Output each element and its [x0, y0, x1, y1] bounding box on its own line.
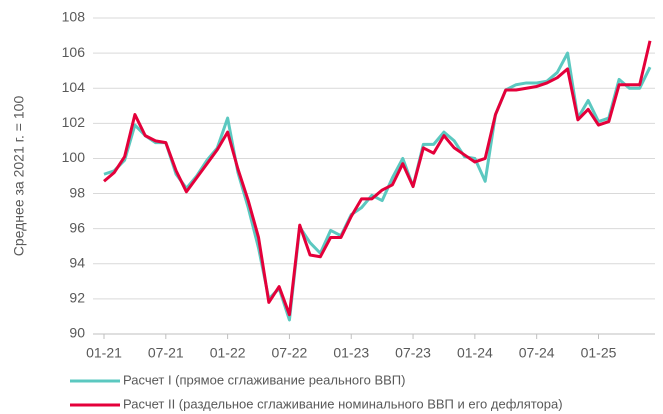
series-line	[103, 40, 652, 317]
x-tick-label: 01-24	[457, 345, 493, 361]
x-tick-label: 07-24	[519, 345, 555, 361]
x-tick-label: 01-22	[210, 345, 246, 361]
legend-label: Расчет II (раздельное сглаживание номина…	[123, 396, 563, 411]
x-tick-label: 07-22	[272, 345, 308, 361]
x-tick-label: 07-21	[148, 345, 184, 361]
y-tick-label: 100	[62, 149, 86, 165]
x-tick-label: 07-23	[395, 345, 431, 361]
x-tick-label: 01-21	[86, 345, 122, 361]
y-tick-label: 108	[62, 9, 86, 25]
y-tick-label: 104	[62, 79, 86, 95]
y-tick-label: 98	[69, 184, 85, 200]
x-tick-label: 01-23	[333, 345, 369, 361]
y-tick-label: 92	[69, 290, 85, 306]
y-tick-label: 94	[69, 254, 85, 270]
y-tick-label: 90	[69, 325, 85, 341]
series-line	[103, 51, 652, 322]
legend-label: Расчет I (прямое сглаживание реального В…	[123, 372, 405, 387]
y-tick-label: 96	[69, 219, 85, 235]
y-axis-label: Среднее за 2021 г. = 100	[11, 96, 27, 257]
y-tick-label: 106	[62, 44, 86, 60]
x-tick-label: 01-25	[581, 345, 617, 361]
y-tick-label: 102	[62, 114, 86, 130]
